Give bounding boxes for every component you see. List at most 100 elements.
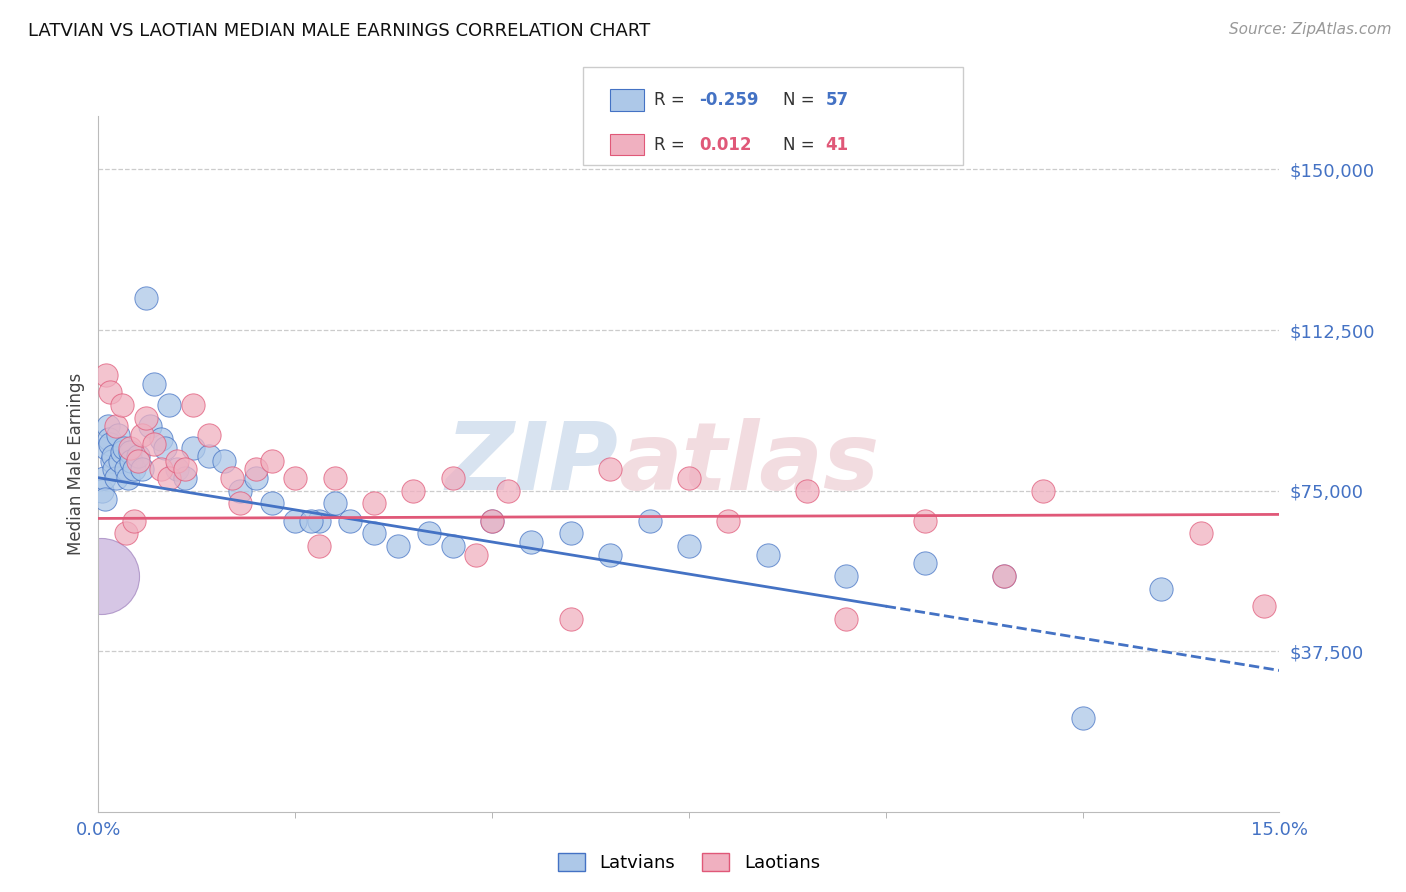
Point: [796, 483, 818, 498]
Point: [214, 453, 236, 467]
Point: [142, 376, 165, 391]
Point: [835, 569, 858, 583]
Point: [638, 514, 661, 528]
Point: [418, 526, 440, 541]
Point: [96, 441, 118, 455]
Text: -0.259: -0.259: [699, 91, 758, 109]
Point: [104, 471, 127, 485]
Text: ZIP: ZIP: [446, 417, 619, 510]
Text: R =: R =: [654, 91, 690, 109]
Point: [142, 436, 165, 450]
Text: LATVIAN VS LAOTIAN MEDIAN MALE EARNINGS CORRELATION CHART: LATVIAN VS LAOTIAN MEDIAN MALE EARNINGS …: [28, 22, 651, 40]
Point: [122, 462, 145, 476]
Point: [157, 398, 180, 412]
Point: [117, 471, 139, 485]
Point: [197, 428, 219, 442]
Point: [260, 496, 283, 510]
Text: N =: N =: [783, 136, 820, 153]
Point: [221, 471, 243, 485]
Point: [678, 539, 700, 553]
Text: R =: R =: [654, 136, 690, 153]
Point: [127, 453, 149, 467]
Point: [131, 428, 153, 442]
Text: 57: 57: [825, 91, 848, 109]
Point: [560, 526, 582, 541]
Text: N =: N =: [783, 91, 820, 109]
Point: [260, 453, 283, 467]
Point: [118, 445, 141, 459]
Text: Source: ZipAtlas.com: Source: ZipAtlas.com: [1229, 22, 1392, 37]
Point: [1253, 599, 1275, 614]
Point: [91, 483, 114, 498]
Point: [96, 368, 118, 382]
Point: [97, 419, 120, 434]
Point: [110, 453, 132, 467]
Point: [441, 539, 464, 553]
Point: [115, 526, 138, 541]
Point: [835, 612, 858, 626]
Point: [101, 453, 124, 467]
Point: [155, 441, 177, 455]
Point: [299, 514, 322, 528]
Point: [363, 526, 385, 541]
Point: [115, 462, 138, 476]
Point: [103, 462, 125, 476]
Point: [560, 612, 582, 626]
Point: [90, 569, 112, 583]
Point: [174, 471, 197, 485]
Point: [323, 471, 346, 485]
Point: [717, 514, 740, 528]
Point: [599, 548, 621, 562]
Point: [245, 471, 267, 485]
Point: [914, 557, 936, 571]
Point: [181, 398, 204, 412]
Point: [150, 432, 173, 446]
Point: [150, 462, 173, 476]
Point: [98, 385, 121, 400]
Point: [1032, 483, 1054, 498]
Point: [481, 514, 503, 528]
Point: [402, 483, 425, 498]
Point: [107, 428, 129, 442]
Point: [98, 436, 121, 450]
Point: [127, 450, 149, 464]
Point: [229, 483, 252, 498]
Point: [1071, 710, 1094, 724]
Point: [101, 450, 124, 464]
Point: [131, 462, 153, 476]
Text: atlas: atlas: [619, 417, 879, 510]
Point: [308, 539, 330, 553]
Point: [93, 471, 115, 485]
Point: [229, 496, 252, 510]
Point: [97, 432, 120, 446]
Point: [104, 419, 127, 434]
Point: [284, 514, 307, 528]
Point: [465, 548, 488, 562]
Point: [599, 462, 621, 476]
Point: [993, 569, 1015, 583]
Point: [1189, 526, 1212, 541]
Point: [339, 514, 361, 528]
Y-axis label: Median Male Earnings: Median Male Earnings: [66, 373, 84, 555]
Point: [993, 569, 1015, 583]
Point: [520, 535, 543, 549]
Point: [135, 291, 157, 305]
Point: [111, 445, 134, 459]
Legend: Latvians, Laotians: Latvians, Laotians: [558, 853, 820, 872]
Point: [245, 462, 267, 476]
Point: [323, 496, 346, 510]
Text: 0.012: 0.012: [699, 136, 751, 153]
Point: [197, 450, 219, 464]
Point: [93, 492, 115, 507]
Point: [308, 514, 330, 528]
Point: [135, 410, 157, 425]
Point: [678, 471, 700, 485]
Point: [122, 514, 145, 528]
Point: [166, 462, 188, 476]
Point: [496, 483, 519, 498]
Point: [756, 548, 779, 562]
Point: [284, 471, 307, 485]
Point: [441, 471, 464, 485]
Point: [112, 441, 135, 455]
Point: [914, 514, 936, 528]
